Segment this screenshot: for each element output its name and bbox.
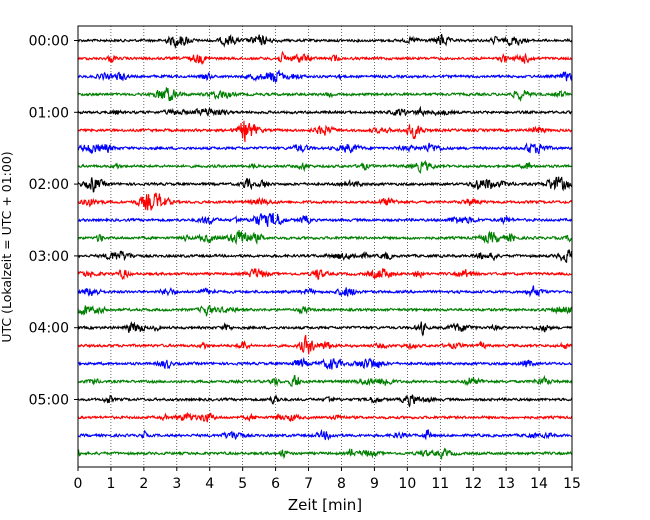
x-tick-label: 10 [398, 476, 416, 492]
seismic-trace [77, 212, 573, 227]
y-tick-label: 00:00 [29, 34, 69, 50]
plot-frame [77, 25, 573, 468]
y-tick-label: 04:00 [29, 321, 69, 337]
seismic-trace [77, 447, 573, 461]
x-tick-label: 2 [139, 476, 148, 492]
seismic-trace [77, 411, 573, 423]
seismic-trace [77, 321, 573, 337]
y-tick-label: 05:00 [29, 393, 69, 409]
seismic-trace [77, 105, 573, 118]
seismic-trace [77, 334, 573, 355]
seismic-trace [77, 356, 573, 370]
seismic-trace [77, 192, 573, 211]
seismic-trace [77, 159, 573, 175]
seismic-trace [77, 428, 573, 441]
x-tick-label: 5 [238, 476, 247, 492]
seismic-trace [77, 87, 573, 103]
seismic-trace [77, 285, 573, 298]
y-axis-ticks: 00:00 01:00 02:00 03:00 04:00 05:00 [29, 34, 78, 409]
x-tick-label: 14 [530, 476, 548, 492]
x-tick-label: 1 [106, 476, 115, 492]
x-tick-label: 15 [563, 476, 581, 492]
x-tick-label: 4 [205, 476, 214, 492]
x-tick-label: 6 [271, 476, 280, 492]
x-tick-label: 9 [370, 476, 379, 492]
seismic-trace [77, 120, 573, 143]
x-tick-label: 3 [172, 476, 181, 492]
x-tick-label: 8 [337, 476, 346, 492]
x-tick-label: 11 [431, 476, 449, 492]
y-tick-label: 02:00 [29, 177, 69, 193]
x-axis-label: Zeit [min] [288, 496, 362, 514]
seismic-trace [77, 393, 573, 408]
seismic-trace [77, 249, 573, 264]
x-tick-label: 12 [464, 476, 482, 492]
x-tick-label: 7 [304, 476, 313, 492]
seismic-trace [77, 229, 573, 246]
x-tick-label: 13 [497, 476, 515, 492]
seismic-trace [77, 142, 573, 155]
y-tick-label: 03:00 [29, 249, 69, 265]
y-tick-label: 01:00 [29, 105, 69, 121]
seismic-traces [77, 33, 573, 461]
x-axis-ticks: 0 1 2 3 4 5 6 7 8 9 10 11 12 13 14 15 [74, 467, 581, 492]
seismic-trace [77, 50, 573, 66]
seismic-trace [77, 267, 573, 281]
seismic-trace [77, 33, 573, 49]
x-tick-label: 0 [74, 476, 83, 492]
seismic-trace [77, 374, 573, 388]
seismic-trace [77, 176, 573, 193]
y-axis-label: UTC (Lokalzeit = UTC + 01:00) [0, 151, 14, 342]
seismic-trace [77, 304, 573, 318]
seismic-trace [77, 69, 573, 84]
